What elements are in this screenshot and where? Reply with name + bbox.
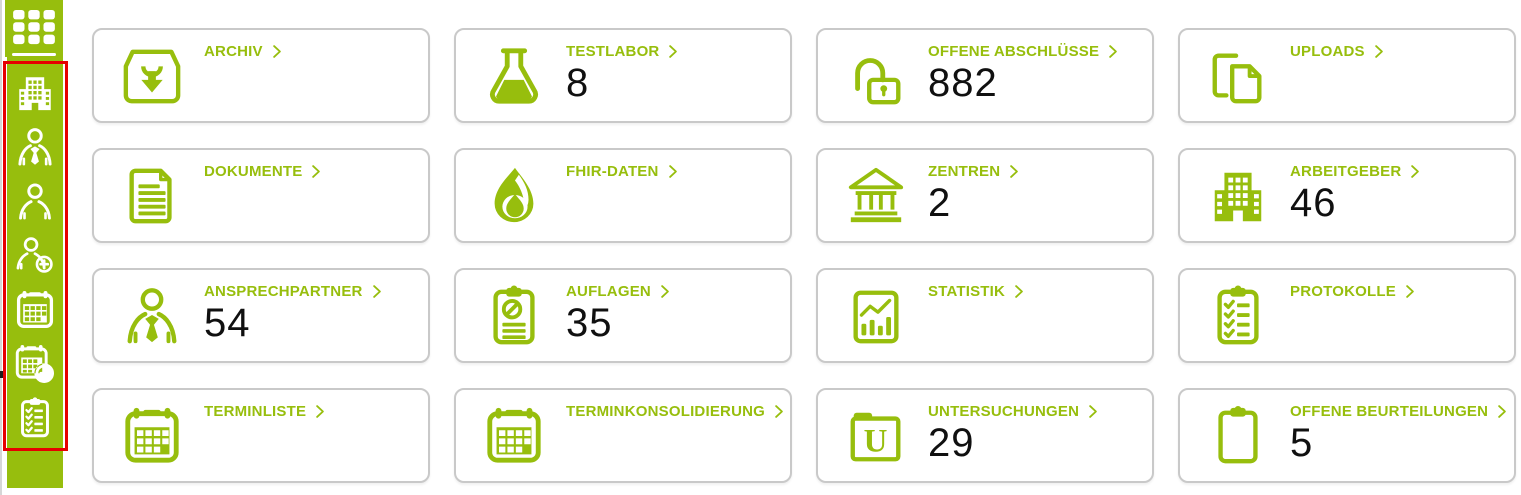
card-offene-beurteilungen[interactable]: OFFENE BEURTEILUNGEN 5	[1178, 388, 1516, 483]
card-value: 54	[204, 301, 251, 345]
chevron-right-icon	[1108, 44, 1118, 59]
card-label: TESTLABOR	[566, 43, 660, 60]
card-value: 35	[566, 301, 613, 345]
card-label: OFFENE ABSCHLÜSSE	[928, 43, 1100, 60]
card-label: UNTERSUCHUNGEN	[928, 403, 1080, 420]
chevron-right-icon	[1014, 284, 1024, 299]
chevron-right-icon	[668, 164, 678, 179]
chevron-right-icon	[1410, 164, 1420, 179]
card-label: OFFENE BEURTEILUNGEN	[1290, 403, 1489, 420]
sidebar-item-calendar-add[interactable]	[13, 342, 57, 386]
card-label: UPLOADS	[1290, 43, 1365, 60]
person-add-icon	[14, 234, 56, 276]
card-value: 8	[566, 61, 590, 105]
app-launcher-button[interactable]	[5, 0, 63, 57]
clipboard-empty-icon	[1204, 399, 1272, 473]
card-terminliste[interactable]: TERMINLISTE	[92, 388, 430, 483]
card-protokolle[interactable]: PROTOKOLLE	[1178, 268, 1516, 363]
chevron-right-icon	[272, 44, 282, 59]
office-building-icon	[1204, 159, 1272, 233]
card-value: 46	[1290, 181, 1337, 225]
left-edge-mark	[0, 371, 5, 378]
chevron-right-icon	[660, 284, 670, 299]
copy-documents-icon	[1204, 39, 1272, 113]
card-statistik[interactable]: STATISTIK	[816, 268, 1154, 363]
clipboard-slash-icon	[480, 279, 548, 353]
flask-icon	[480, 39, 548, 113]
clipboard-checklist-icon	[1204, 279, 1272, 353]
card-fhir-daten[interactable]: FHIR-DATEN	[454, 148, 792, 243]
person-tie-icon	[14, 126, 56, 168]
window-left-edge	[0, 0, 2, 495]
chevron-right-icon	[311, 164, 321, 179]
clipboard-checklist-icon	[14, 397, 56, 439]
calendar-icon	[118, 399, 186, 473]
card-label: DOKUMENTE	[204, 163, 303, 180]
document-lines-icon	[118, 159, 186, 233]
card-arbeitgeber[interactable]: ARBEITGEBER 46	[1178, 148, 1516, 243]
chevron-right-icon	[315, 404, 325, 419]
card-value: 2	[928, 181, 952, 225]
card-label: ARCHIV	[204, 43, 263, 60]
sidebar-item-person[interactable]	[13, 179, 57, 223]
card-value: 29	[928, 421, 975, 465]
card-label: AUFLAGEN	[566, 283, 651, 300]
chevron-right-icon	[1405, 284, 1415, 299]
folder-u-icon	[842, 399, 910, 473]
card-testlabor[interactable]: TESTLABOR 8	[454, 28, 792, 123]
archive-box-icon	[118, 39, 186, 113]
chart-frame-icon	[842, 279, 910, 353]
card-label: TERMINLISTE	[204, 403, 307, 420]
bank-building-icon	[842, 159, 910, 233]
chevron-right-icon	[668, 44, 678, 59]
chevron-right-icon	[774, 404, 784, 419]
card-label: ANSPRECHPARTNER	[204, 283, 363, 300]
card-value: 5	[1290, 421, 1314, 465]
calendar-icon	[14, 289, 56, 331]
card-label: STATISTIK	[928, 283, 1006, 300]
app-grid-icon	[12, 9, 56, 46]
sidebar-item-person-tie[interactable]	[13, 125, 57, 169]
calendar-add-icon	[14, 343, 56, 385]
card-label: TERMINKONSOLIDIERUNG	[566, 403, 765, 420]
person-icon	[14, 180, 56, 222]
chevron-right-icon	[1088, 404, 1098, 419]
card-label: ZENTREN	[928, 163, 1001, 180]
dashboard-grid: ARCHIV TESTLABOR 8 OFFENE ABSCHLÜSSE 882…	[92, 28, 1516, 483]
card-offene-abschluesse[interactable]: OFFENE ABSCHLÜSSE 882	[816, 28, 1154, 123]
card-label: ARBEITGEBER	[1290, 163, 1402, 180]
card-untersuchungen[interactable]: UNTERSUCHUNGEN 29	[816, 388, 1154, 483]
card-zentren[interactable]: ZENTREN 2	[816, 148, 1154, 243]
card-terminkonsolidierung[interactable]: TERMINKONSOLIDIERUNG	[454, 388, 792, 483]
launcher-underline	[12, 52, 56, 56]
card-uploads[interactable]: UPLOADS	[1178, 28, 1516, 123]
sidebar-item-clipboard[interactable]	[13, 396, 57, 440]
card-ansprechpartner[interactable]: ANSPRECHPARTNER 54	[92, 268, 430, 363]
chevron-right-icon	[1497, 404, 1507, 419]
calendar-icon	[480, 399, 548, 473]
person-tie-icon	[118, 279, 186, 353]
chevron-right-icon	[1374, 44, 1384, 59]
card-dokumente[interactable]: DOKUMENTE	[92, 148, 430, 243]
chevron-right-icon	[1009, 164, 1019, 179]
office-building-icon	[14, 72, 56, 114]
card-label: PROTOKOLLE	[1290, 283, 1396, 300]
sidebar-item-calendar[interactable]	[13, 288, 57, 332]
chevron-right-icon	[372, 284, 382, 299]
card-value: 882	[928, 61, 998, 105]
card-label: FHIR-DATEN	[566, 163, 659, 180]
card-archiv[interactable]: ARCHIV	[92, 28, 430, 123]
sidebar-item-person-add[interactable]	[13, 233, 57, 277]
flame-icon	[480, 159, 548, 233]
card-auflagen[interactable]: AUFLAGEN 35	[454, 268, 792, 363]
sidebar	[7, 57, 63, 488]
sidebar-item-building[interactable]	[13, 71, 57, 115]
open-padlock-icon	[842, 39, 910, 113]
